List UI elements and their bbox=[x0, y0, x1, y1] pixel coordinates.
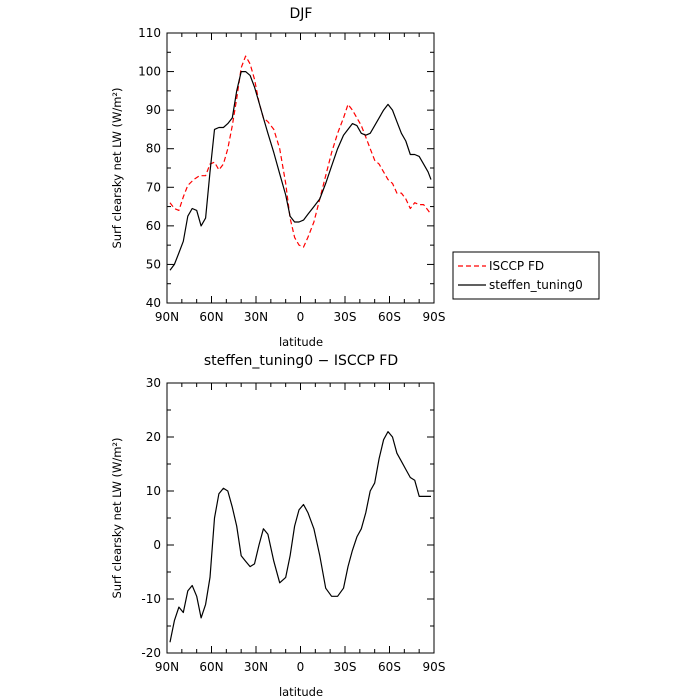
legend-steffen-label: steffen_tuning0 bbox=[489, 278, 583, 292]
top-x-tick-label: 90N bbox=[155, 310, 179, 324]
top-y-tick-label: 80 bbox=[146, 142, 161, 156]
top-x-tick-label: 60S bbox=[378, 310, 401, 324]
bottom-x-tick-label: 60S bbox=[378, 660, 401, 674]
bottom-y-tick-label: 10 bbox=[146, 484, 161, 498]
bottom-panel-title: steffen_tuning0 − ISCCP FD bbox=[204, 353, 398, 369]
bottom-y-tick-label: 0 bbox=[153, 538, 161, 552]
bottom-y-tick-label: 30 bbox=[146, 376, 161, 390]
top-axis-ticks: 90N 60N 30N 0 30S 60S 90S 40 50 60 70 80 90 100 110 bbox=[138, 26, 445, 324]
bottom-x-tick-label: 90N bbox=[155, 660, 179, 674]
legend-isccp-label: ISCCP FD bbox=[489, 259, 544, 273]
top-series-lines bbox=[169, 55, 432, 271]
bottom-x-tick-label: 90S bbox=[423, 660, 446, 674]
top-y-tick-label: 40 bbox=[146, 296, 161, 310]
top-series-steffen-tuning0-line bbox=[169, 70, 432, 271]
bottom-series-lines bbox=[169, 431, 431, 643]
legend-box bbox=[452, 251, 600, 300]
top-series-isccp-fd-line bbox=[169, 55, 432, 248]
bottom-x-axis-label: latitude bbox=[279, 685, 323, 699]
bottom-y-tick-label: -20 bbox=[141, 646, 161, 660]
top-y-tick-label: 50 bbox=[146, 257, 161, 271]
top-x-tick-label: 30S bbox=[334, 310, 357, 324]
bottom-y-tick-label: -10 bbox=[141, 592, 161, 606]
top-x-tick-label: 60N bbox=[199, 310, 223, 324]
top-x-tick-label: 0 bbox=[297, 310, 305, 324]
legend: ISCCP FD steffen_tuning0 bbox=[452, 251, 600, 300]
top-x-axis-label: latitude bbox=[279, 335, 323, 349]
bottom-x-tick-label: 0 bbox=[297, 660, 305, 674]
bottom-panel: steffen_tuning0 − ISCCP FD 90N 60N 30N 0 30S… bbox=[110, 353, 445, 699]
top-y-tick-label: 60 bbox=[146, 219, 161, 233]
top-y-tick-label: 110 bbox=[138, 26, 161, 40]
bottom-y-tick-label: 20 bbox=[146, 430, 161, 444]
top-y-axis-label: Surf clearsky net LW (W/m²) bbox=[110, 87, 124, 248]
top-y-tick-label: 90 bbox=[146, 103, 161, 117]
bottom-y-axis-label: Surf clearsky net LW (W/m²) bbox=[110, 437, 124, 598]
bottom-plot-frame bbox=[166, 382, 435, 654]
top-x-tick-label: 30N bbox=[244, 310, 268, 324]
top-panel-title: DJF bbox=[290, 6, 313, 22]
bottom-axis-ticks: 90N 60N 30N 0 30S 60S 90S -20 -10 0 10 20 30 bbox=[141, 376, 445, 674]
top-y-tick-label: 100 bbox=[138, 65, 161, 79]
top-y-tick-label: 70 bbox=[146, 180, 161, 194]
bottom-x-tick-label: 60N bbox=[199, 660, 223, 674]
bottom-x-tick-label: 30S bbox=[334, 660, 357, 674]
bottom-x-tick-label: 30N bbox=[244, 660, 268, 674]
top-panel: DJF 90N 60N 30N 0 30S 60S 90S 40 50 60 70 80 90 100 11… bbox=[110, 6, 445, 349]
top-x-tick-label: 90S bbox=[423, 310, 446, 324]
bottom-series-difference-line bbox=[169, 431, 431, 643]
top-plot-frame bbox=[166, 32, 435, 304]
